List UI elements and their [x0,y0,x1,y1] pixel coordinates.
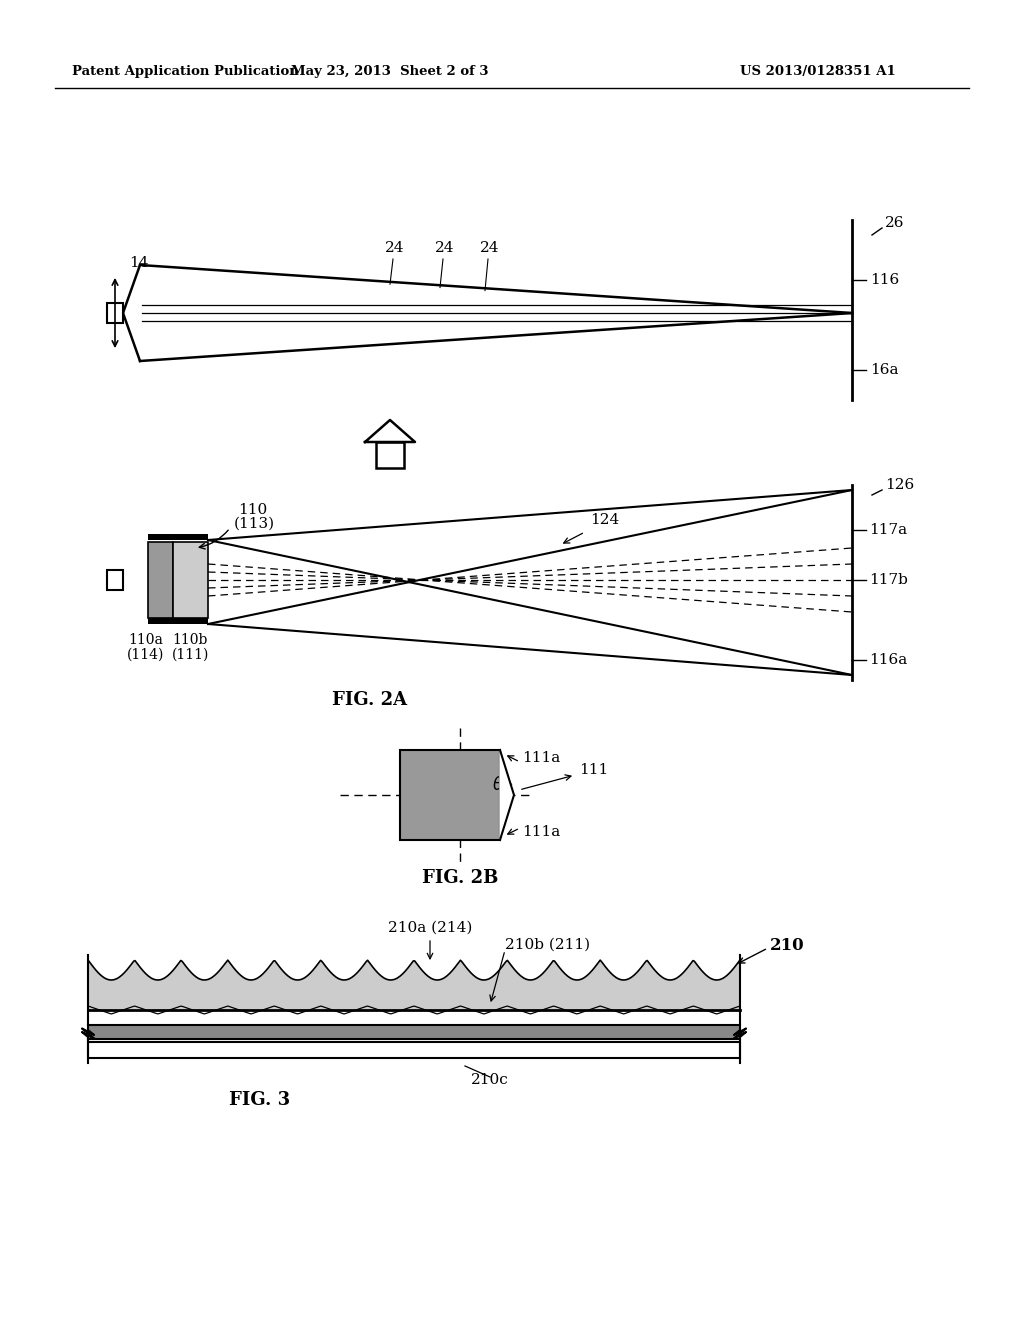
Text: FIG. 3: FIG. 3 [229,1092,291,1109]
Text: 111a: 111a [522,751,560,766]
Bar [106,304,123,323]
Text: 24: 24 [385,242,404,255]
Text: 110a: 110a [129,634,164,647]
Polygon shape [365,420,415,442]
Text: 24: 24 [480,242,500,255]
Text: 24: 24 [435,242,455,255]
Text: FIG. 2A: FIG. 2A [333,690,408,709]
Text: 111: 111 [579,763,608,777]
Bar [376,442,404,469]
Text: May 23, 2013  Sheet 2 of 3: May 23, 2013 Sheet 2 of 3 [291,66,488,78]
Text: 126: 126 [885,478,914,492]
Text: 117a: 117a [869,523,907,537]
Text: 14: 14 [129,256,148,271]
Text: 110b: 110b [173,634,208,647]
Text: 210a (214): 210a (214) [388,921,472,935]
Text: FIG. 2B: FIG. 2B [422,869,499,887]
Text: 116a: 116a [869,653,907,667]
Text: (113): (113) [234,517,275,531]
Text: 124: 124 [590,513,620,527]
Bar [173,543,208,618]
Bar [148,543,173,618]
Text: (114): (114) [127,648,165,663]
Text: $\theta$: $\theta$ [492,776,504,795]
Text: 210: 210 [770,936,805,953]
Text: US 2013/0128351 A1: US 2013/0128351 A1 [740,66,896,78]
Text: 110: 110 [238,503,267,517]
Bar [106,570,123,590]
Text: 16a: 16a [870,363,898,378]
Bar [400,750,500,840]
Text: 116: 116 [870,273,899,286]
Bar [88,1026,740,1039]
Text: Patent Application Publication: Patent Application Publication [72,66,299,78]
Text: 111a: 111a [522,825,560,840]
Text: 210b (211): 210b (211) [505,939,590,952]
Text: 210c: 210c [471,1073,509,1086]
Text: 117b: 117b [869,573,908,587]
Text: 26: 26 [885,216,904,230]
Text: (111): (111) [172,648,209,663]
Bar [148,535,208,540]
Bar [148,618,208,624]
Bar [88,1041,740,1059]
Polygon shape [500,750,514,840]
